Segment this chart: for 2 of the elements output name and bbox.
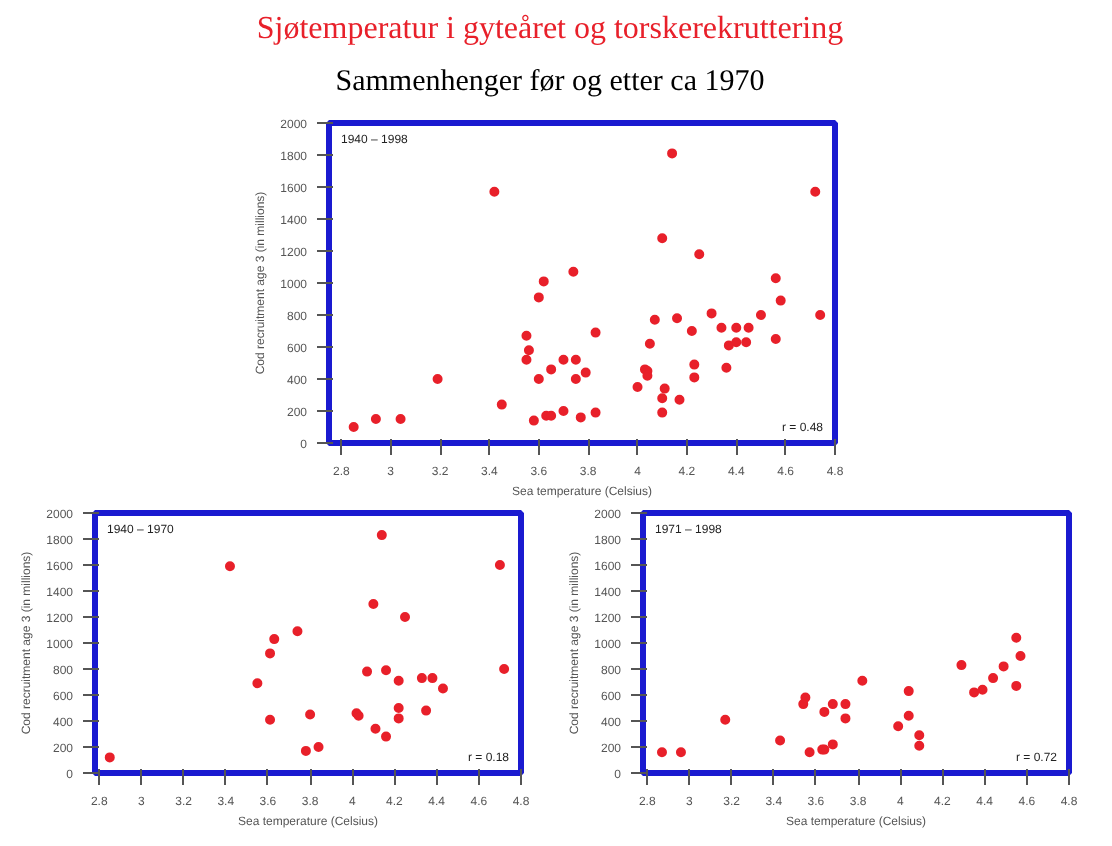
chart-subtitle: Sammenhenger før og etter ca 1970 — [333, 63, 767, 102]
chart-title: Sjøtemperatur i gyteåret og torskerekruttering — [254, 10, 846, 50]
